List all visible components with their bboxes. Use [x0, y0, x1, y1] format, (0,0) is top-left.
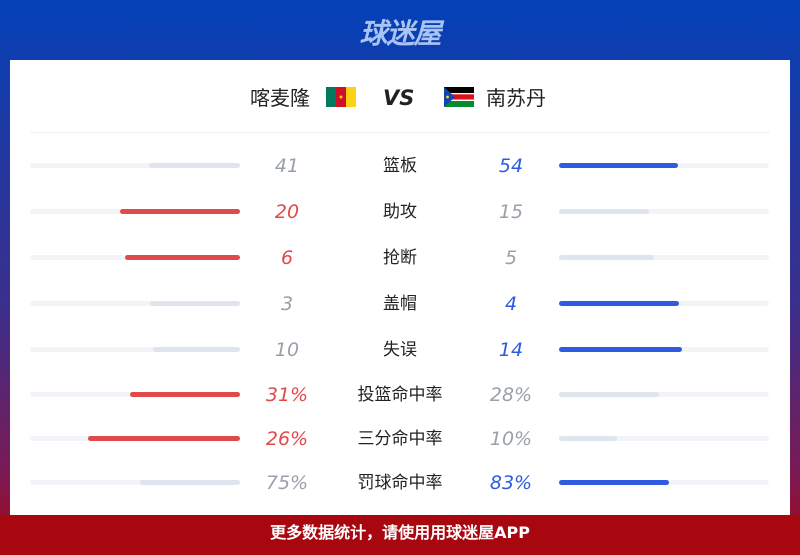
- away-value: 28%: [489, 384, 533, 406]
- home-bar-track: [30, 301, 240, 306]
- home-bar-track: [30, 209, 240, 214]
- home-bar-track: [30, 480, 240, 485]
- away-team-name: 南苏丹: [486, 86, 546, 110]
- away-value: 5: [504, 247, 518, 269]
- away-bar-fill: [559, 209, 649, 214]
- away-bar-track: [559, 301, 769, 306]
- home-bar-track: [30, 392, 240, 397]
- home-bar-track: [30, 347, 240, 352]
- away-value: 83%: [489, 472, 533, 494]
- away-bar-fill: [559, 392, 659, 397]
- stat-label: 助攻: [383, 202, 417, 222]
- stat-label: 盖帽: [383, 294, 417, 314]
- away-bar-fill: [559, 255, 655, 260]
- away-bar-track: [559, 480, 769, 485]
- home-value: 6: [280, 247, 294, 269]
- vs-label: VS: [383, 86, 415, 110]
- home-bar-track: [30, 255, 240, 260]
- stat-label: 投篮命中率: [357, 385, 443, 405]
- away-bar-fill: [559, 347, 682, 352]
- away-value: 54: [498, 155, 524, 177]
- away-bar-track: [559, 255, 769, 260]
- home-value: 20: [274, 201, 300, 223]
- south-sudan-flag-icon: [444, 87, 474, 107]
- home-bar-fill: [149, 163, 240, 168]
- home-bar-fill: [88, 436, 240, 441]
- home-value: 31%: [265, 384, 309, 406]
- app-logo: 球迷屋: [359, 17, 441, 50]
- away-bar-track: [559, 209, 769, 214]
- home-team-name: 喀麦隆: [250, 86, 310, 110]
- stat-row: 75% 罚球命中率 83%: [10, 471, 790, 495]
- stat-label: 三分命中率: [357, 429, 443, 449]
- home-bar-fill: [150, 301, 240, 306]
- stat-row: 20 助攻 15: [10, 200, 790, 224]
- stat-label: 抢断: [383, 248, 417, 268]
- home-value: 41: [274, 155, 300, 177]
- away-bar-track: [559, 163, 769, 168]
- stat-row: 10 失误 14: [10, 338, 790, 362]
- cameroon-flag-icon: [326, 87, 356, 107]
- home-value: 26%: [265, 428, 309, 450]
- away-bar-fill: [559, 436, 618, 441]
- stat-label: 失误: [383, 340, 417, 360]
- away-value: 4: [504, 293, 518, 315]
- away-bar-fill: [559, 163, 679, 168]
- stat-row: 6 抢断 5: [10, 246, 790, 270]
- home-value: 10: [274, 339, 300, 361]
- home-bar-fill: [140, 480, 240, 485]
- home-bar-track: [30, 436, 240, 441]
- away-value: 15: [498, 201, 524, 223]
- stat-label: 篮板: [383, 156, 417, 176]
- away-bar-track: [559, 436, 769, 441]
- home-value: 75%: [265, 472, 309, 494]
- stat-row: 41 篮板 54: [10, 154, 790, 178]
- away-value: 14: [498, 339, 524, 361]
- home-bar-track: [30, 163, 240, 168]
- stat-row: 31% 投篮命中率 28%: [10, 383, 790, 407]
- home-bar-fill: [125, 255, 240, 260]
- away-value: 10%: [489, 428, 533, 450]
- stat-label: 罚球命中率: [357, 473, 443, 493]
- stat-row: 3 盖帽 4: [10, 292, 790, 316]
- home-bar-fill: [129, 392, 240, 397]
- stats-panel: 喀麦隆 VS 南苏丹 41 篮板 54 20 助攻 15 6 抢断 5 3 盖帽…: [10, 60, 790, 515]
- home-value: 3: [280, 293, 294, 315]
- away-bar-fill: [559, 301, 679, 306]
- stat-row: 26% 三分命中率 10%: [10, 427, 790, 451]
- divider: [30, 132, 770, 133]
- away-bar-fill: [559, 480, 670, 485]
- home-bar-fill: [152, 347, 240, 352]
- away-bar-track: [559, 347, 769, 352]
- footer-banner[interactable]: 更多数据统计，请使用用球迷屋APP: [0, 515, 800, 555]
- home-bar-fill: [120, 209, 240, 214]
- away-bar-track: [559, 392, 769, 397]
- teams-header: 喀麦隆 VS 南苏丹: [10, 85, 790, 111]
